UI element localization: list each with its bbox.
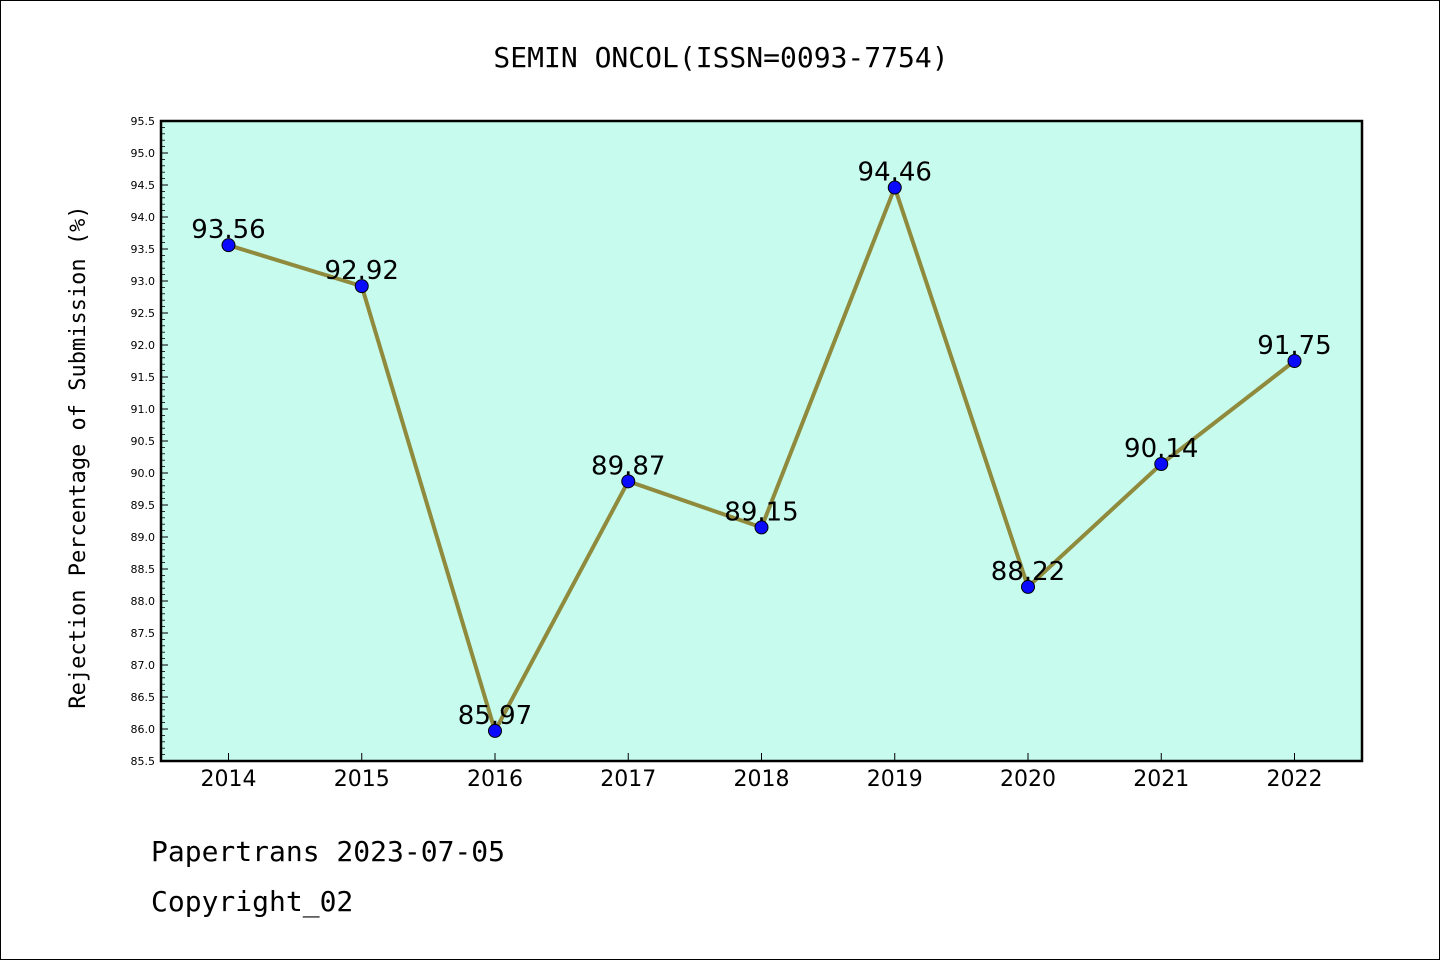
y-tick-label: 87.0 — [131, 659, 156, 672]
data-label: 88.22 — [991, 557, 1065, 587]
y-tick-label: 88.0 — [131, 595, 156, 608]
x-tick-label: 2014 — [201, 767, 257, 792]
y-tick-label: 95.5 — [131, 115, 156, 128]
data-point-marker — [1287, 354, 1302, 368]
y-axis: 85.5 86.0 86.5 87.0 87.5 88.0 88.5 89.0 89.5 90.0… — [131, 115, 168, 768]
plot-area — [161, 121, 1362, 761]
x-tick-label: 2018 — [734, 767, 790, 792]
y-tick-label: 89.0 — [131, 531, 156, 544]
y-tick-label: 94.0 — [131, 211, 156, 224]
y-tick-label: 88.5 — [131, 563, 156, 576]
data-point-marker — [754, 520, 769, 535]
x-tick-label: 2015 — [334, 767, 390, 792]
y-tick-label: 92.5 — [131, 307, 156, 320]
plot-border — [159, 119, 1364, 763]
y-tick-label: 87.5 — [131, 627, 156, 640]
data-label: 89.87 — [591, 451, 665, 481]
y-tick-label: 85.5 — [131, 755, 156, 768]
y-tick-label: 90.5 — [131, 435, 156, 448]
y-tick-label: 89.5 — [131, 499, 156, 512]
data-point-marker — [354, 279, 369, 294]
x-tick-label: 2017 — [600, 767, 656, 792]
y-tick-label: 90.0 — [131, 467, 156, 480]
x-tick-label: 2022 — [1267, 767, 1323, 792]
data-label: 85.97 — [458, 701, 532, 731]
y-tick-label: 92.0 — [131, 339, 156, 352]
x-tick-label: 2021 — [1133, 767, 1189, 792]
y-axis-label: Rejection Percentage of Submission (%) — [66, 205, 91, 708]
y-tick-label: 91.5 — [131, 371, 156, 384]
series-group: 93.56 92.92 85.97 89.87 89.15 94.46 88.22 90.14… — [191, 158, 1332, 738]
y-tick-label: 93.5 — [131, 243, 156, 256]
chart-title: SEMIN ONCOL(ISSN=0093-7754) — [493, 41, 948, 74]
x-tick-label: 2016 — [467, 767, 523, 792]
x-axis: 2014 2015 2016 2017 2018 2019 2020 2021 2022 — [201, 753, 1323, 792]
data-label: 92.92 — [325, 256, 399, 286]
y-tick-label: 91.0 — [131, 403, 156, 416]
data-point-marker — [887, 180, 902, 195]
data-point-marker — [1021, 579, 1035, 594]
y-tick-label: 93.0 — [131, 275, 156, 288]
data-label: 93.56 — [191, 215, 265, 245]
data-point-marker — [221, 238, 236, 253]
data-label: 94.46 — [858, 158, 932, 188]
y-tick-label: 86.0 — [131, 723, 156, 736]
data-point-marker — [488, 723, 502, 738]
data-point-marker — [621, 474, 636, 489]
y-tick-label: 86.5 — [131, 691, 156, 704]
data-label: 90.14 — [1124, 434, 1198, 464]
footer-date: Papertrans 2023-07-05 — [151, 835, 506, 868]
y-tick-label: 95.0 — [131, 147, 156, 160]
data-label: 89.15 — [724, 497, 798, 527]
y-tick-label: 94.5 — [131, 179, 156, 192]
x-tick-label: 2020 — [1000, 767, 1056, 792]
x-tick-label: 2019 — [867, 767, 923, 792]
data-point-marker — [1154, 457, 1169, 472]
data-label: 91.75 — [1257, 331, 1331, 361]
footer-copyright: Copyright_02 — [151, 885, 354, 918]
